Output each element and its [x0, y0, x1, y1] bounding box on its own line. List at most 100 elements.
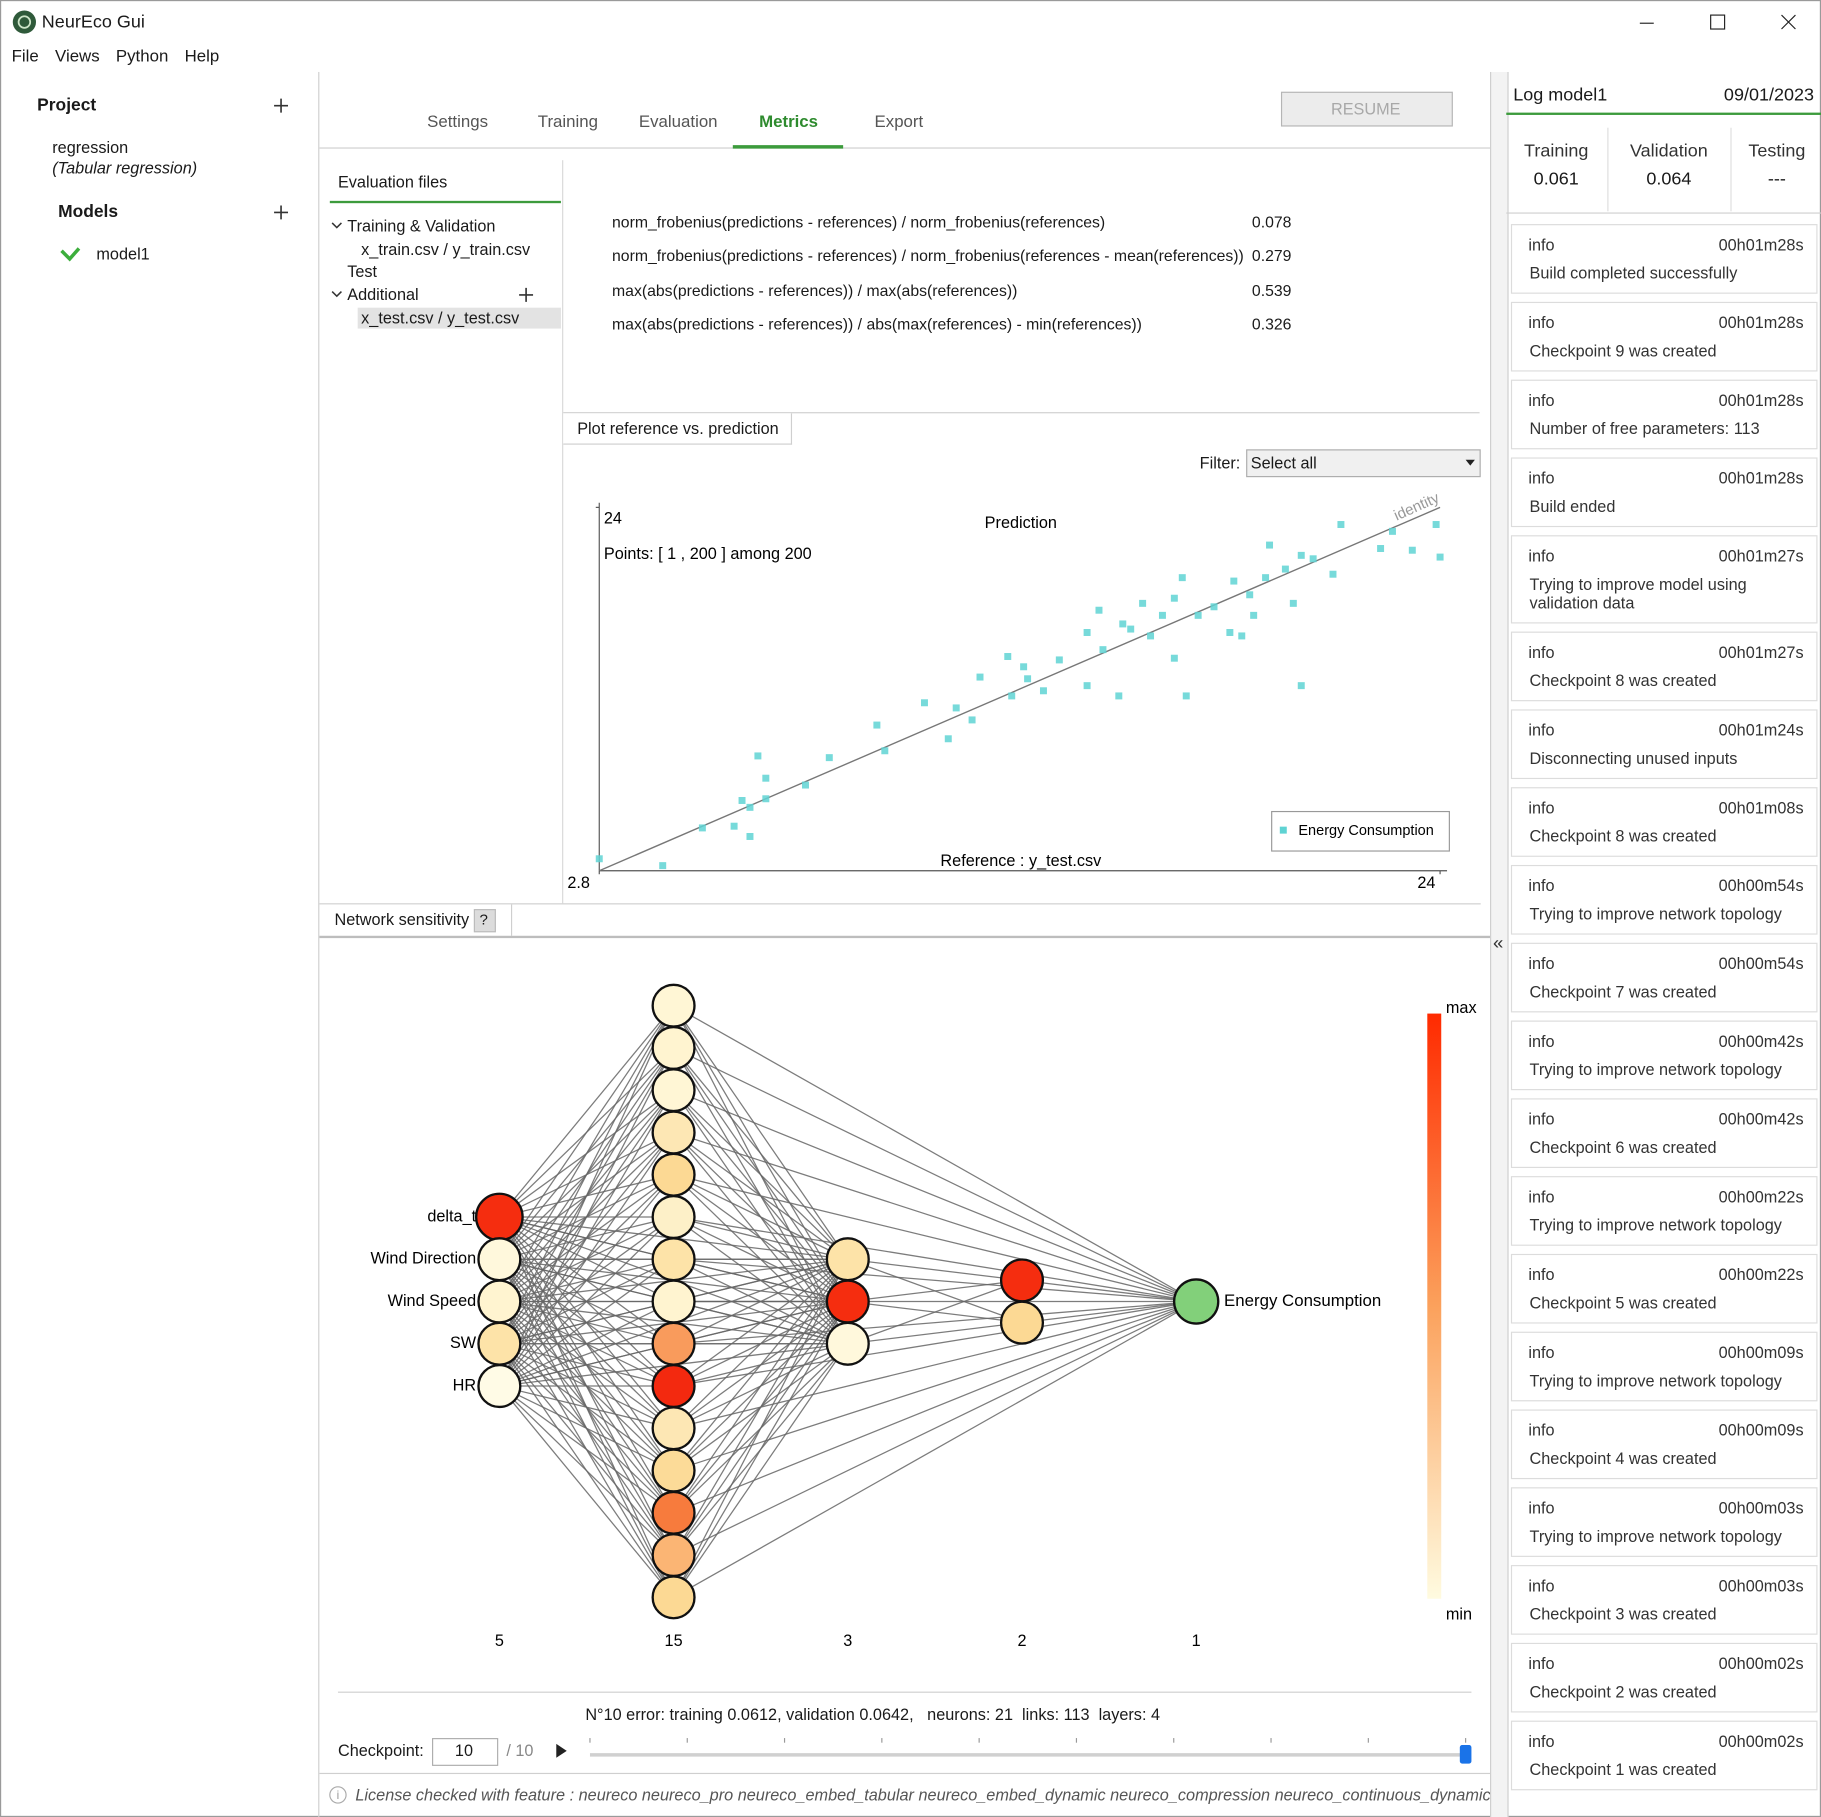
log-entry: Trying to improve network topology info 00… — [1510, 1487, 1818, 1557]
log-level: info — [1528, 1265, 1555, 1284]
log-entry: Checkpoint 6 was created info 00h00m42s — [1510, 1098, 1818, 1168]
tree-group[interactable]: Training & Validation — [347, 216, 496, 236]
help-box[interactable] — [473, 909, 496, 933]
checkpoint-input[interactable] — [432, 1738, 499, 1766]
tab[interactable]: Settings — [427, 112, 489, 132]
log-level: info — [1528, 876, 1555, 895]
help-label[interactable]: ? — [479, 910, 488, 928]
status-divider — [337, 1691, 1472, 1693]
log-entry: Trying to improve network topology info 00… — [1510, 1020, 1818, 1091]
log-entry: Build ended info 00h01m28s — [1510, 457, 1818, 528]
eval-panel-frame — [319, 160, 1481, 905]
log-level: info — [1528, 642, 1555, 662]
tab[interactable]: Training — [537, 112, 599, 132]
log-message: Number of free parameters: 113 — [1529, 419, 1760, 438]
log-entry: Number of free parameters: 113 info 00h01m… — [1510, 379, 1818, 450]
log-time: 00h00m22s — [1718, 1265, 1804, 1284]
selected-file-highlight — [357, 307, 561, 329]
log-time: 00h01m08s — [1718, 798, 1804, 817]
log-level: info — [1528, 1109, 1555, 1129]
log-underline — [1506, 112, 1821, 115]
log-time: 00h00m54s — [1718, 876, 1804, 895]
log-message: Build ended — [1529, 496, 1616, 516]
license-bar: License checked with feature : neureco n… — [355, 1783, 1490, 1806]
tab[interactable]: Metrics — [759, 112, 819, 132]
log-level: info — [1528, 546, 1555, 565]
log-time: 00h01m27s — [1718, 546, 1804, 565]
log-level: info — [1528, 313, 1555, 332]
plot-tab-label[interactable]: Plot reference vs. prediction — [577, 418, 779, 438]
metric-value: 0.539 — [1251, 281, 1292, 300]
score-separator — [1607, 127, 1609, 212]
log-level: info — [1528, 1420, 1555, 1440]
log-entry: Trying to improve network topology info 00… — [1510, 1176, 1818, 1246]
metric-formula: max(abs(predictions - references)) / max… — [612, 281, 1018, 300]
center-top-divider — [319, 147, 1491, 149]
eval-files-divider — [562, 160, 564, 904]
menu-item[interactable]: Python — [115, 47, 169, 67]
tab[interactable]: Export — [874, 112, 924, 132]
log-level: info — [1528, 1187, 1555, 1206]
log-message: Checkpoint 1 was created — [1529, 1760, 1717, 1779]
log-entry: Checkpoint 9 was created info 00h01m28s — [1510, 301, 1818, 372]
tree-group[interactable]: Additional — [347, 285, 419, 304]
log-message: Checkpoint 7 was created — [1529, 982, 1717, 1001]
project-heading: Project — [37, 95, 97, 115]
model-item[interactable]: model1 — [96, 244, 150, 264]
log-entry: Checkpoint 4 was created info 00h00m09s — [1510, 1409, 1818, 1480]
score-divider — [1506, 212, 1821, 214]
log-level: info — [1528, 720, 1555, 740]
tree-file[interactable]: x_train.csv / y_train.csv — [361, 239, 531, 259]
log-level: info — [1528, 390, 1555, 410]
menu-item[interactable]: File — [11, 47, 39, 67]
score-label: Validation — [1629, 141, 1708, 162]
log-time: 00h01m28s — [1718, 468, 1804, 488]
log-entry: Checkpoint 8 was created info 00h01m27s — [1510, 631, 1818, 702]
project-kind: (Tabular regression) — [52, 158, 198, 178]
tree-file[interactable]: x_test.csv / y_test.csv — [361, 308, 520, 327]
log-time: 00h01m28s — [1718, 235, 1804, 254]
resume-button[interactable] — [1280, 91, 1453, 127]
log-time: 00h00m22s — [1718, 1187, 1804, 1206]
log-time: 00h00m02s — [1718, 1653, 1804, 1673]
log-message: Trying to improve network topology — [1529, 1215, 1782, 1235]
tab[interactable]: Evaluation — [638, 112, 718, 132]
log-entry: Trying to improve model using validation… — [1510, 535, 1818, 624]
plot-tab[interactable] — [563, 413, 793, 445]
log-entry: Trying to improve network topology info 00… — [1510, 1331, 1818, 1402]
filter-select[interactable] — [1246, 449, 1481, 478]
score-separator — [1730, 127, 1732, 212]
log-time: 00h00m09s — [1718, 1342, 1804, 1362]
metric-value: 0.078 — [1251, 213, 1292, 231]
log-message: Checkpoint 8 was created — [1529, 671, 1717, 690]
splitter[interactable] — [1490, 71, 1509, 1817]
tree-group[interactable]: Test — [347, 262, 378, 281]
log-entry: Trying to improve network topology info 00… — [1510, 864, 1818, 935]
log-entry: Checkpoint 7 was created info 00h00m54s — [1510, 942, 1818, 1013]
checkpoint-label: Checkpoint: — [337, 1741, 424, 1760]
log-time: 00h01m28s — [1718, 390, 1804, 410]
log-time: 00h00m02s — [1718, 1731, 1804, 1751]
log-message: Disconnecting unused inputs — [1529, 748, 1738, 768]
filter-value[interactable]: Select all — [1250, 453, 1317, 473]
metric-formula: norm_frobenius(predictions - references)… — [612, 213, 1106, 231]
log-level: info — [1528, 1731, 1555, 1751]
log-message: Build completed successfully — [1529, 263, 1738, 283]
log-entry: Checkpoint 1 was created info 00h00m02s — [1510, 1720, 1818, 1791]
log-time: 00h00m03s — [1718, 1498, 1804, 1517]
log-time: 00h00m42s — [1718, 1031, 1804, 1051]
menu-item[interactable]: Help — [184, 47, 220, 67]
menu-item[interactable]: Views — [55, 47, 100, 67]
log-message: Checkpoint 5 was created — [1529, 1293, 1717, 1312]
log-level: info — [1528, 953, 1555, 973]
network-tab-label[interactable]: Network sensitivity — [334, 909, 470, 929]
log-level: info — [1528, 468, 1555, 488]
log-level: info — [1528, 235, 1555, 254]
log-title: Log model1 — [1513, 85, 1608, 106]
network-divider — [319, 935, 1491, 939]
log-level: info — [1528, 1576, 1555, 1595]
resume-label: RESUME — [1330, 99, 1401, 118]
log-time: 00h01m27s — [1718, 642, 1804, 662]
